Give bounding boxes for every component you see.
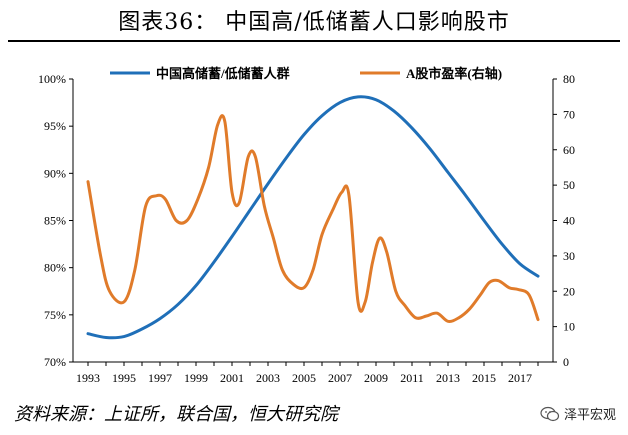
left-tick-label: 70% bbox=[44, 355, 66, 369]
left-tick-label: 80% bbox=[44, 261, 66, 275]
line-chart: 70% 75% 80% 85% 90% 95% 100% 0 10 20 30 40 50 60 70 80 1… bbox=[38, 66, 575, 385]
x-tick-label: 1993 bbox=[76, 371, 100, 385]
x-tick-label: 2011 bbox=[400, 371, 424, 385]
x-tick-label: 2013 bbox=[436, 371, 460, 385]
series-layer bbox=[86, 95, 540, 340]
right-tick-label: 20 bbox=[563, 284, 575, 298]
chart-title: 图表36： 中国高/低储蓄人口影响股市 bbox=[118, 10, 510, 35]
title-divider bbox=[8, 40, 620, 42]
left-tick-label: 85% bbox=[44, 214, 66, 228]
left-tick-label: 90% bbox=[44, 166, 66, 180]
left-tick-label: 95% bbox=[44, 119, 66, 133]
series-line-1 bbox=[86, 114, 540, 323]
right-tick-label: 50 bbox=[563, 178, 575, 192]
x-tick-label: 2007 bbox=[328, 371, 352, 385]
right-tick-label: 0 bbox=[563, 355, 569, 369]
x-tick-label: 2017 bbox=[508, 371, 532, 385]
brand-name: 泽平宏观 bbox=[563, 408, 616, 423]
axes: 70% 75% 80% 85% 90% 95% 100% 0 10 20 30 40 50 60 70 80 1… bbox=[38, 72, 575, 385]
x-tick-label: 1997 bbox=[148, 371, 172, 385]
x-tick-label: 2003 bbox=[256, 371, 280, 385]
right-tick-label: 30 bbox=[563, 249, 575, 263]
legend: 中国高储蓄/低储蓄人群 A股市盈率(右轴) bbox=[110, 66, 502, 81]
legend-label-1: A股市盈率(右轴) bbox=[406, 66, 502, 81]
brand: 泽平宏观 bbox=[540, 404, 616, 423]
right-tick-label: 80 bbox=[563, 72, 575, 86]
right-tick-label: 10 bbox=[563, 320, 575, 334]
series-line-0 bbox=[86, 95, 540, 340]
legend-label-0: 中国高储蓄/低储蓄人群 bbox=[156, 66, 290, 81]
x-tick-label: 1995 bbox=[112, 371, 136, 385]
left-tick-label: 100% bbox=[38, 72, 66, 86]
right-tick-label: 60 bbox=[563, 143, 575, 157]
x-tick-label: 2001 bbox=[220, 371, 244, 385]
x-tick-label: 2009 bbox=[364, 371, 388, 385]
wechat-icon bbox=[540, 406, 560, 421]
x-tick-label: 1999 bbox=[184, 371, 208, 385]
source-note: 资料来源：上证所，联合国，恒大研究院 bbox=[14, 404, 338, 425]
right-tick-label: 70 bbox=[563, 107, 575, 121]
right-tick-label: 40 bbox=[563, 214, 575, 228]
x-tick-label: 2015 bbox=[472, 371, 496, 385]
x-tick-label: 2005 bbox=[292, 371, 316, 385]
left-tick-label: 75% bbox=[44, 308, 66, 322]
